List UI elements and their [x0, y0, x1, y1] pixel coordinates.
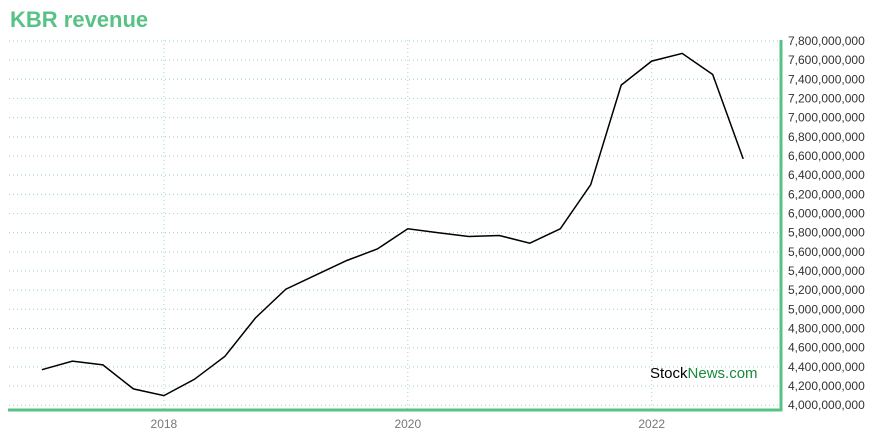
y-tick-label: 6,000,000,000	[788, 206, 865, 220]
y-tick-label: 7,200,000,000	[788, 91, 865, 105]
y-tick-label: 4,600,000,000	[788, 341, 865, 355]
y-tick-label: 7,600,000,000	[788, 53, 865, 67]
y-tick-label: 7,000,000,000	[788, 111, 865, 125]
label-layer: 4,000,000,000 4,200,000,000 4,400,000,000 4…	[151, 34, 866, 431]
watermark: StockNews.com	[650, 365, 758, 382]
chart-title: KBR revenue	[10, 7, 149, 32]
grid-layer	[9, 40, 781, 410]
y-tick-label: 6,400,000,000	[788, 168, 865, 182]
y-tick-label: 4,800,000,000	[788, 322, 865, 336]
y-tick-label: 5,400,000,000	[788, 264, 865, 278]
y-tick-label: 4,400,000,000	[788, 360, 865, 374]
y-tick-label: 7,400,000,000	[788, 72, 865, 86]
y-tick-label: 5,800,000,000	[788, 226, 865, 240]
y-tick-label: 6,800,000,000	[788, 130, 865, 144]
x-tick-label: 2020	[394, 417, 421, 431]
x-tick-label: 2022	[638, 417, 665, 431]
y-tick-label: 5,600,000,000	[788, 245, 865, 259]
y-tick-label: 4,200,000,000	[788, 379, 865, 393]
y-tick-label: 6,600,000,000	[788, 149, 865, 163]
y-tick-label: 5,200,000,000	[788, 283, 865, 297]
y-tick-label: 5,000,000,000	[788, 302, 865, 316]
y-tick-label: 6,200,000,000	[788, 187, 865, 201]
series-layer	[41, 52, 744, 397]
revenue-line	[41, 52, 744, 397]
x-tick-label: 2018	[151, 417, 178, 431]
y-tick-label: 7,800,000,000	[788, 34, 865, 48]
y-tick-label: 4,000,000,000	[788, 398, 865, 412]
watermark-part-2: News.com	[687, 365, 758, 382]
axis-layer	[8, 40, 783, 412]
watermark-part-1: Stock	[650, 365, 688, 382]
